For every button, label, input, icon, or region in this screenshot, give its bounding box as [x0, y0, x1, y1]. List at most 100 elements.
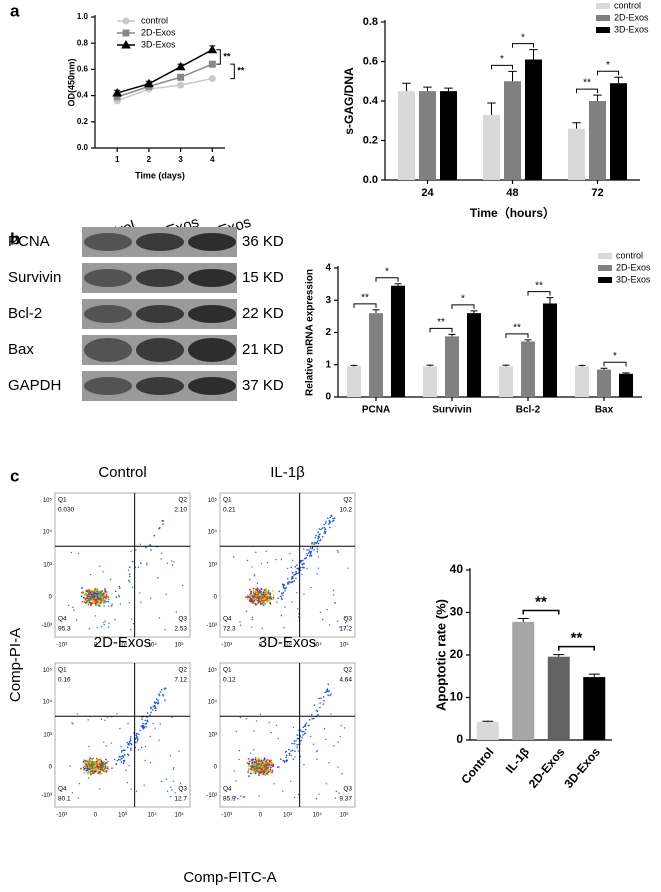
y-tick-label: 20: [450, 647, 464, 661]
flow-dot: [120, 745, 122, 748]
flow-dot: [144, 719, 147, 722]
flow-dot: [98, 600, 101, 603]
flow-dot: [313, 704, 316, 707]
flow-dot: [304, 557, 306, 560]
significance-label: *: [606, 60, 610, 71]
flow-dot: [120, 751, 123, 753]
flow-y-tick: 10⁴: [208, 698, 218, 705]
blot-row-label: PCNA: [8, 233, 50, 250]
flow-dot: [141, 718, 143, 721]
flow-dot: [105, 590, 108, 593]
y-axis-label: s-GAG/DNA: [342, 67, 356, 135]
flow-dot: [90, 768, 93, 771]
bar: [391, 285, 405, 397]
flow-dot: [104, 594, 106, 596]
flow-dot: [296, 734, 298, 736]
flow-dot: [268, 594, 271, 597]
flow-dot: [103, 601, 105, 604]
flow-dot: [252, 771, 255, 774]
flow-dot: [239, 621, 241, 623]
flow-dot: [325, 738, 327, 741]
flow-dot: [267, 594, 270, 597]
quadrant-name: Q3: [343, 616, 352, 623]
flow-dot: [149, 761, 152, 764]
flow-dot: [158, 739, 160, 741]
flow-dot: [135, 734, 138, 737]
flow-dot: [256, 768, 258, 771]
flow-dot: [127, 579, 130, 582]
flow-dot: [337, 551, 340, 553]
flow-y-tick: 0: [49, 594, 53, 600]
flow-dot: [297, 613, 300, 615]
flow-dot: [104, 719, 106, 721]
flow-x-tick: 10⁴: [313, 642, 323, 649]
flow-dot: [255, 595, 258, 598]
flow-dot: [295, 740, 297, 742]
blot-row-label: Survivin: [8, 269, 61, 286]
flow-dot: [139, 592, 141, 594]
flow-dot: [73, 609, 75, 611]
flow-dot: [276, 766, 279, 768]
flow-dot: [297, 793, 300, 796]
flow-dot: [304, 723, 307, 726]
flow-dot: [253, 599, 256, 602]
flow-dot: [233, 770, 235, 772]
flow-dot: [281, 598, 283, 601]
flow-dot: [150, 711, 152, 714]
flow-dot: [310, 550, 312, 553]
flow-dot: [248, 588, 251, 591]
flow-dot: [271, 765, 274, 768]
flow-dot: [293, 742, 296, 745]
flow-dot: [90, 589, 93, 591]
flow-x-tick: -10³: [56, 643, 67, 649]
flow-dot: [136, 740, 139, 742]
flow-dot: [235, 780, 237, 782]
blot-band: [188, 338, 236, 362]
flow-dot: [116, 713, 118, 715]
flow-dot: [96, 758, 98, 761]
flow-dot: [100, 768, 102, 771]
significance-label: **: [535, 593, 547, 610]
flow-dot: [240, 795, 242, 797]
flow-dot: [171, 716, 173, 719]
flow-dot: [312, 743, 315, 745]
flow-dot: [268, 765, 271, 768]
flow-dot: [326, 608, 328, 611]
flow-dot: [154, 709, 157, 712]
flow-dot: [118, 585, 121, 588]
significance-label: **: [437, 317, 445, 328]
flow-dot: [251, 618, 254, 621]
flow-x-tick: 0: [94, 643, 98, 649]
flow-dot: [323, 526, 326, 529]
flow-dot: [88, 761, 90, 764]
blot-size-label: 36 KD: [242, 233, 284, 250]
flow-dot: [256, 587, 259, 589]
flow-dot: [97, 761, 100, 763]
flow-dot: [343, 727, 346, 729]
bar: [547, 656, 570, 740]
flow-dot: [260, 761, 262, 764]
quadrant-name: Q2: [178, 667, 187, 674]
flow-dot: [256, 582, 259, 584]
flow-x-tick: -10³: [56, 813, 67, 819]
flow-dot: [140, 746, 143, 749]
flow-dot: [128, 573, 131, 576]
flow-dot: [175, 611, 178, 613]
flow-dot: [119, 587, 121, 590]
flow-dot: [276, 601, 278, 603]
panel-label: a: [10, 1, 20, 20]
quadrant-value: 0.16: [58, 677, 71, 684]
flow-dot: [111, 767, 113, 769]
blot-band: [188, 377, 236, 395]
flow-dot: [317, 539, 319, 542]
flow-dot: [317, 535, 320, 538]
flow-dot: [161, 519, 164, 522]
flow-dot: [306, 553, 308, 555]
flow-dot: [171, 560, 173, 562]
flow-dot: [135, 549, 137, 551]
flow-dot: [264, 590, 267, 593]
flow-dot: [282, 759, 285, 762]
flow-dot: [95, 760, 98, 763]
bar: [476, 722, 499, 740]
flow-dot: [265, 594, 268, 597]
